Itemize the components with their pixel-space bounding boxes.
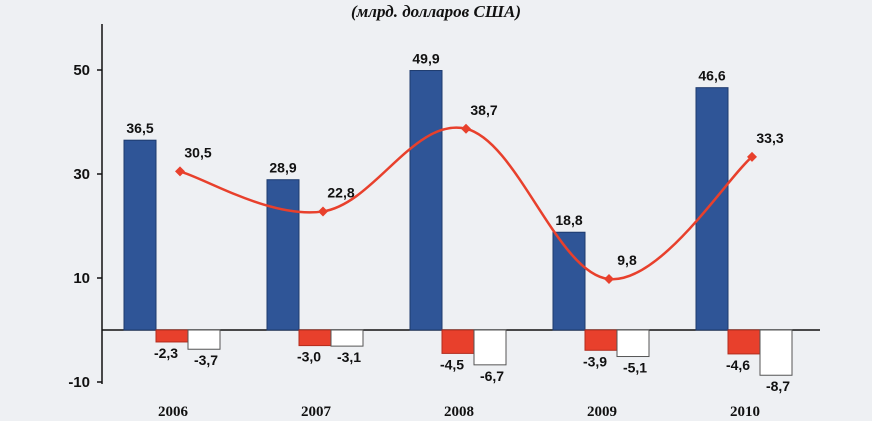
data-label-red: -3,9 xyxy=(583,353,607,369)
bar-white xyxy=(187,329,221,350)
data-label-white: -3,7 xyxy=(194,352,218,368)
y-tick-label: 30 xyxy=(73,166,90,183)
bar-red xyxy=(584,329,618,351)
bar-red xyxy=(155,329,189,343)
data-label-line: 22,8 xyxy=(327,184,354,200)
data-label-line: 38,7 xyxy=(470,102,497,118)
line-marker xyxy=(604,274,614,285)
line-marker xyxy=(461,123,471,134)
data-label-line: 30,5 xyxy=(184,144,211,160)
bar-blue xyxy=(123,139,157,331)
bar-blue xyxy=(552,231,586,331)
data-label-blue: 49,9 xyxy=(412,51,439,67)
data-label-blue: 18,8 xyxy=(555,212,582,228)
y-tick-label: 10 xyxy=(73,270,90,287)
data-label-red: -3,0 xyxy=(297,349,321,365)
data-label-white: -6,7 xyxy=(480,368,504,384)
bar-red xyxy=(441,329,475,354)
x-tick-label: 2006 xyxy=(158,404,189,420)
y-tick-label: 50 xyxy=(73,62,90,79)
data-label-white: -8,7 xyxy=(766,378,790,394)
data-label-red: -4,5 xyxy=(440,356,464,372)
y-tick-label: -10 xyxy=(68,374,90,391)
bar-red xyxy=(727,329,761,355)
bar-white xyxy=(616,329,650,358)
line-marker xyxy=(747,151,757,162)
line-marker xyxy=(175,166,185,177)
x-tick-label: 2007 xyxy=(301,404,332,420)
bar-blue xyxy=(409,70,443,331)
chart-subtitle: (млрд. долларов США) xyxy=(350,2,522,21)
data-label-blue: 28,9 xyxy=(269,160,296,176)
x-tick-label: 2008 xyxy=(444,404,474,420)
line-marker xyxy=(318,206,328,217)
data-label-red: -2,3 xyxy=(154,345,178,361)
data-label-line: 33,3 xyxy=(756,130,783,146)
data-label-white: -3,1 xyxy=(337,349,361,365)
data-label-line: 9,8 xyxy=(617,252,637,268)
data-label-blue: 46,6 xyxy=(698,68,725,84)
bar-red xyxy=(298,329,332,347)
line-series xyxy=(179,126,753,281)
bar-blue xyxy=(695,87,729,331)
data-label-white: -5,1 xyxy=(623,360,647,376)
bar-blue xyxy=(266,179,300,331)
x-tick-label: 2010 xyxy=(730,404,760,420)
data-label-blue: 36,5 xyxy=(126,120,153,136)
bar-white xyxy=(473,329,507,366)
bar-white xyxy=(759,329,793,376)
data-label-red: -4,6 xyxy=(726,357,750,373)
x-tick-label: 2009 xyxy=(587,404,617,420)
bar-white xyxy=(330,329,364,347)
